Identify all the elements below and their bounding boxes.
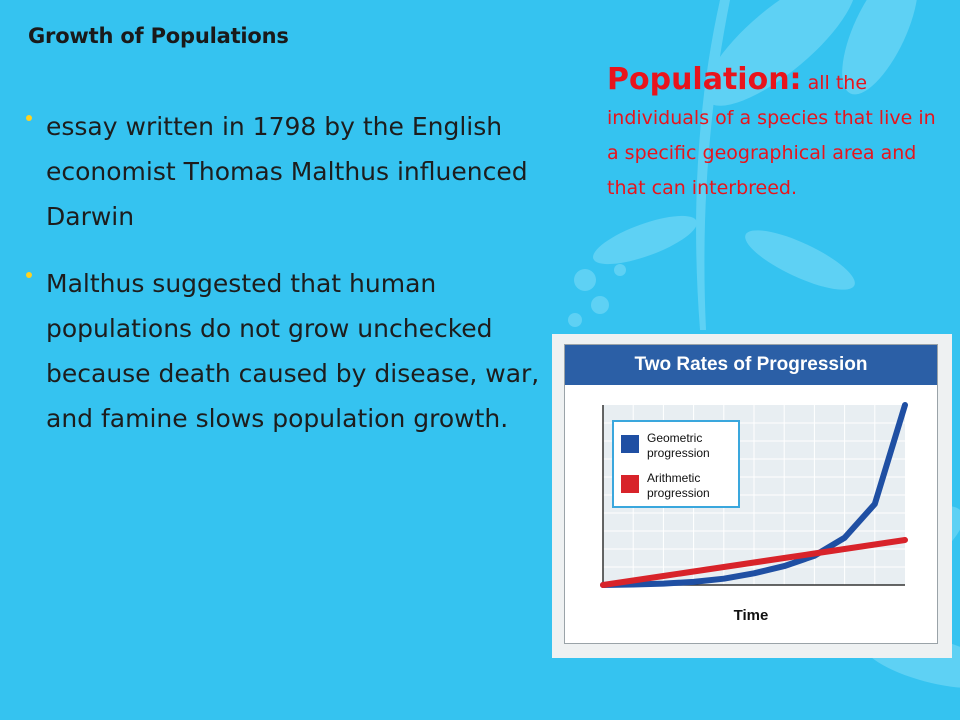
- legend-label-0: progression: [647, 446, 710, 460]
- bullet-item: essay written in 1798 by the English eco…: [26, 104, 546, 239]
- bullet-marker-icon: [26, 272, 32, 278]
- legend-swatch-1: [621, 475, 639, 493]
- definition-text: all the individuals of a species that li…: [607, 72, 936, 199]
- legend-label-1: Arithmetic: [647, 471, 700, 485]
- legend-swatch-0: [621, 435, 639, 453]
- bullet-text: Malthus suggested that human populations…: [46, 269, 540, 433]
- chart-plot: GeometricprogressionArithmeticprogressio…: [600, 402, 908, 588]
- chart-frame: Two Rates of Progression Geometric progre…: [564, 344, 938, 644]
- chart-card: Two Rates of Progression Geometric progre…: [552, 334, 952, 658]
- slide-title: Growth of Populations: [28, 24, 289, 48]
- bullet-list: essay written in 1798 by the English eco…: [26, 104, 546, 463]
- series-line-0: [600, 402, 908, 588]
- definition-term: Population:: [607, 62, 802, 97]
- population-definition: Population: all the individuals of a spe…: [607, 62, 947, 206]
- legend-label-1: progression: [647, 486, 710, 500]
- bullet-marker-icon: [26, 115, 32, 121]
- bullet-text: essay written in 1798 by the English eco…: [46, 112, 528, 231]
- bullet-item: Malthus suggested that human populations…: [26, 261, 546, 441]
- legend-label-0: Geometric: [647, 431, 702, 445]
- chart-x-axis-label: Time: [733, 607, 769, 624]
- series-line-1: [600, 537, 908, 588]
- chart-title: Two Rates of Progression: [565, 345, 937, 385]
